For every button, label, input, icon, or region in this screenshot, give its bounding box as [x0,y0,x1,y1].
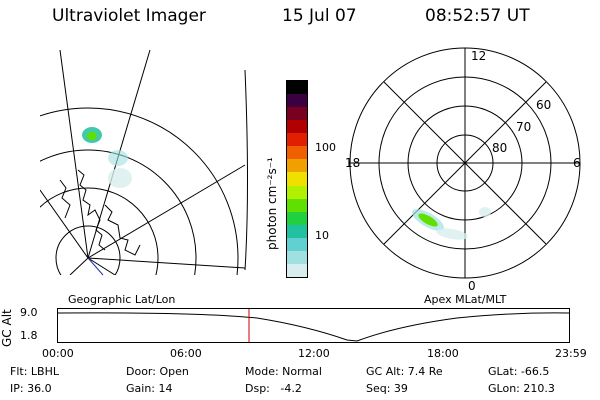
strip-frame [57,308,570,343]
info-seq: Seq: 39 [366,382,408,395]
colorbar-segment [287,159,307,173]
info-glat: GLat: -66.5 [488,365,550,378]
colorbar-segment [287,211,307,225]
info-mode: Mode: Normal [245,365,322,378]
colorbar-segment [287,133,307,147]
altitude-curve [57,312,570,342]
mlat-label-70: 70 [516,120,531,134]
emission-core [87,132,97,140]
altitude-strip-plot [57,308,570,343]
colorbar-segment [287,172,307,186]
geographic-map [40,49,248,276]
colorbar-tick-10: 10 [315,229,329,242]
time-tick-1: 06:00 [170,347,202,360]
colorbar-segment [287,237,307,251]
emission-blob [479,207,491,217]
orbit-track [87,257,104,276]
time-tick-0: 00:00 [42,347,74,360]
polar-axis [383,81,547,245]
colorbar-segment [287,81,307,95]
emission-blob [108,150,128,166]
geo-panel-label: Geographic Lat/Lon [68,293,176,306]
meridian-line [87,164,246,259]
info-filter: Flt: LBHL [10,365,59,378]
alt-ylabel: GC Alt [0,309,14,347]
meridian-line [59,49,89,259]
emission-blob [436,228,468,240]
colorbar-segment [287,185,307,199]
mlat-label-80: 80 [492,141,507,155]
time-tick-3: 18:00 [427,347,459,360]
lat-circle [55,225,121,275]
meridian-line [69,257,89,275]
emission-blob [108,168,132,188]
lat-circle [40,149,197,275]
coastline [59,179,71,219]
mlt-label-0: 0 [468,279,476,293]
colorbar-segment [287,107,307,121]
alt-tick-9: 9.0 [20,306,38,319]
colorbar [286,80,308,278]
observation-time: 08:52:57 UT [425,6,530,26]
colorbar-tick-100: 100 [315,141,336,154]
info-glon: GLon: 210.3 [488,382,555,395]
coastline [77,169,106,251]
info-gc-alt: GC Alt: 7.4 Re [366,365,443,378]
colorbar-segment [287,224,307,238]
lat-circle [40,187,159,275]
info-ip: IP: 36.0 [10,382,52,395]
view-edge [244,69,248,271]
alt-tick-1.8: 1.8 [20,329,38,342]
meridian-line [87,257,246,269]
observation-date: 15 Jul 07 [282,6,357,26]
emission-core [418,213,438,227]
apex-polar-plot: 12 18 6 0 60 70 80 [345,47,581,293]
instrument-title: Ultraviolet Imager [52,6,206,26]
alt-ylabel-wrap: GC Alt [0,305,14,347]
colorbar-unit-wrapper: photon cm⁻²s⁻¹ [265,157,285,250]
info-gain: Gain: 14 [126,382,173,395]
colorbar-segment [287,120,307,134]
info-dsp: Dsp: -4.2 [245,382,302,395]
colorbar-segment [287,263,307,277]
mlat-label-60: 60 [536,98,551,112]
mlt-label-18: 18 [345,156,360,170]
colorbar-segment [287,146,307,160]
mlt-label-12: 12 [471,49,486,63]
colorbar-segment [287,198,307,212]
apex-panel-label: Apex MLat/MLT [424,293,507,306]
meridian-line [40,189,89,259]
colorbar-segment [287,250,307,264]
time-tick-4: 23:59 [555,347,587,360]
colorbar-unit-label: photon cm⁻²s⁻¹ [265,157,279,250]
coastline [104,204,141,256]
mlt-label-6: 6 [573,156,581,170]
info-door: Door: Open [126,365,189,378]
lat-circle [40,107,239,275]
colorbar-segment [287,94,307,108]
time-tick-2: 12:00 [298,347,330,360]
meridian-line [87,257,116,275]
